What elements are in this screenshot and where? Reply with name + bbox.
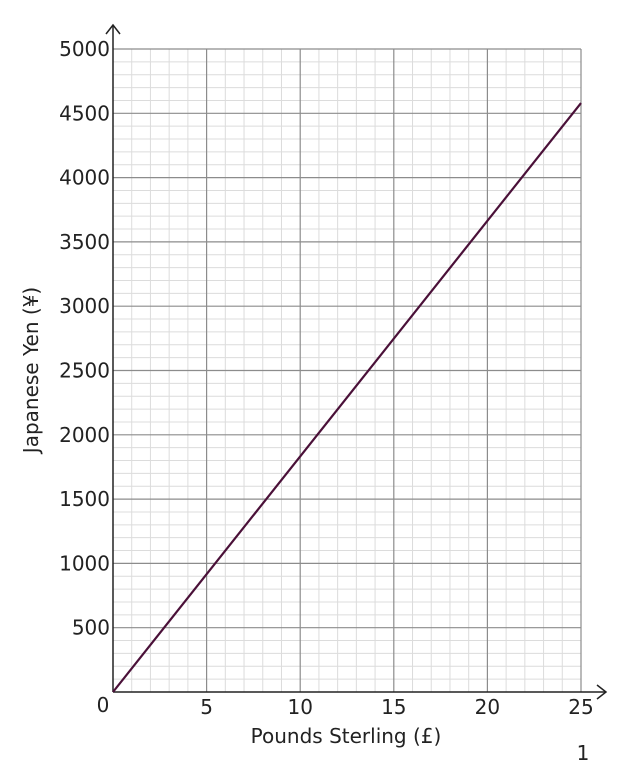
x-axis-arrow <box>596 684 608 700</box>
origin-label: 0 <box>97 693 110 717</box>
x-tick-label: 5 <box>200 695 213 719</box>
y-tick-label: 4500 <box>59 101 110 125</box>
y-tick-label: 5000 <box>59 37 110 61</box>
y-tick-label: 4000 <box>59 166 110 190</box>
y-tick-label: 3000 <box>59 294 110 318</box>
axes <box>105 23 608 700</box>
x-tick-label: 15 <box>381 695 406 719</box>
series-group <box>112 102 582 693</box>
y-axis-title: Japanese Yen (¥) <box>19 287 43 455</box>
x-axis-title: Pounds Sterling (£) <box>251 724 442 748</box>
y-tick-label: 2000 <box>59 423 110 447</box>
y-axis-arrow <box>105 23 121 35</box>
y-tick-labels: 500 1000 1500 2000 2500 3000 3500 4000 4500 5000 <box>59 37 110 640</box>
y-tick-label: 1000 <box>59 551 110 575</box>
y-tick-label: 2500 <box>59 359 110 383</box>
y-tick-label: 1500 <box>59 487 110 511</box>
x-tick-labels: 5 10 15 20 25 <box>200 695 593 719</box>
x-tick-label: 10 <box>287 695 312 719</box>
x-tick-label: 25 <box>568 695 593 719</box>
series-line <box>112 102 582 693</box>
x-tick-label: 20 <box>475 695 500 719</box>
major-grid <box>113 48 582 692</box>
y-tick-label: 3500 <box>59 230 110 254</box>
y-tick-label: 500 <box>72 616 110 640</box>
page-number: 1 <box>577 741 590 765</box>
